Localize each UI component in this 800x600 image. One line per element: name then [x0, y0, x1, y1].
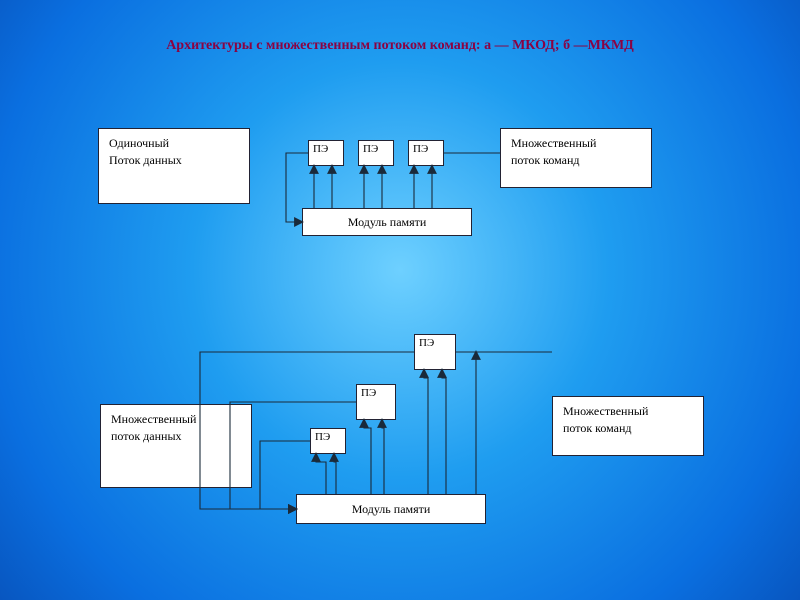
label-single-data: Одиночный Поток данных — [98, 128, 250, 204]
memory-module-top: Модуль памяти — [302, 208, 472, 236]
pe-node: ПЭ — [358, 140, 394, 166]
label-multi-cmd-bot: Множественный поток команд — [552, 396, 704, 456]
label-line: Поток данных — [109, 153, 182, 167]
label-line: поток команд — [563, 421, 632, 435]
label-line: Множественный — [111, 412, 196, 426]
pe-node: ПЭ — [356, 384, 396, 420]
pe-node: ПЭ — [310, 428, 346, 454]
pe-node: ПЭ — [408, 140, 444, 166]
label-multi-data: Множественный поток данных — [100, 404, 252, 488]
label-line: поток команд — [511, 153, 580, 167]
pe-node: ПЭ — [308, 140, 344, 166]
label-line: Множественный — [511, 136, 596, 150]
page-title: Архитектуры с множественным потоком кома… — [0, 38, 800, 54]
label-line: Одиночный — [109, 136, 169, 150]
memory-module-bot: Модуль памяти — [296, 494, 486, 524]
label-multi-cmd-top: Множественный поток команд — [500, 128, 652, 188]
label-line: поток данных — [111, 429, 182, 443]
pe-node: ПЭ — [414, 334, 456, 370]
label-line: Множественный — [563, 404, 648, 418]
